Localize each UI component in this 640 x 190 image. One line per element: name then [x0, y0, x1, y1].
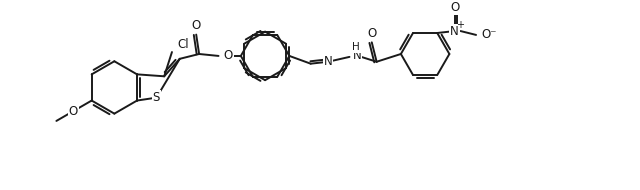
Text: +: + — [456, 20, 463, 30]
Text: S: S — [153, 91, 160, 104]
Text: O: O — [450, 1, 460, 14]
Text: O: O — [367, 27, 376, 40]
Text: N: N — [324, 55, 333, 68]
Text: N: N — [353, 49, 361, 63]
Text: Cl: Cl — [178, 38, 189, 51]
Text: O: O — [191, 19, 201, 32]
Text: O⁻: O⁻ — [481, 28, 497, 41]
Text: O: O — [223, 49, 232, 63]
Text: H: H — [353, 42, 360, 52]
Text: N: N — [451, 25, 459, 38]
Text: O: O — [68, 105, 78, 118]
